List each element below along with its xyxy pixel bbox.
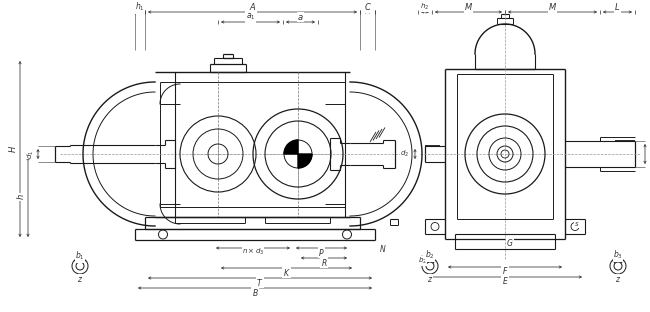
- Text: $a$: $a$: [297, 12, 304, 22]
- Text: $A$: $A$: [249, 2, 256, 12]
- Text: $s$: $s$: [574, 220, 580, 228]
- Text: $z$: $z$: [615, 275, 621, 284]
- Wedge shape: [284, 140, 298, 154]
- Text: $B$: $B$: [252, 286, 259, 298]
- Text: $h_1$: $h_1$: [135, 1, 145, 13]
- Text: $h$: $h$: [16, 194, 27, 200]
- Text: $b_2$: $b_2$: [418, 256, 427, 266]
- Text: $R$: $R$: [320, 256, 328, 267]
- Wedge shape: [298, 154, 312, 168]
- Text: $K$: $K$: [283, 266, 291, 277]
- Text: $d_1$: $d_1$: [26, 149, 36, 158]
- Text: $z$: $z$: [427, 275, 433, 284]
- Text: $C$: $C$: [363, 2, 371, 12]
- Text: $G$: $G$: [506, 236, 514, 247]
- Text: $N$: $N$: [379, 242, 387, 253]
- Text: $P$: $P$: [318, 246, 325, 257]
- Text: $H$: $H$: [8, 145, 18, 153]
- Text: $M$: $M$: [548, 2, 557, 12]
- Text: $M$: $M$: [464, 2, 473, 12]
- Text: $d_2$: $d_2$: [400, 149, 409, 159]
- Text: $a_1$: $a_1$: [246, 12, 255, 22]
- Text: $b_1$: $b_1$: [75, 250, 85, 262]
- Text: $n\times d_3$: $n\times d_3$: [242, 247, 264, 257]
- Text: $z$: $z$: [77, 275, 83, 284]
- Text: $E$: $E$: [502, 275, 508, 286]
- Text: $b_3$: $b_3$: [613, 249, 623, 261]
- Text: $b_2$: $b_2$: [425, 249, 435, 261]
- Text: $F$: $F$: [502, 266, 508, 276]
- Text: $T$: $T$: [256, 276, 264, 287]
- Text: $L$: $L$: [614, 2, 621, 12]
- Text: $h_2$: $h_2$: [421, 2, 430, 12]
